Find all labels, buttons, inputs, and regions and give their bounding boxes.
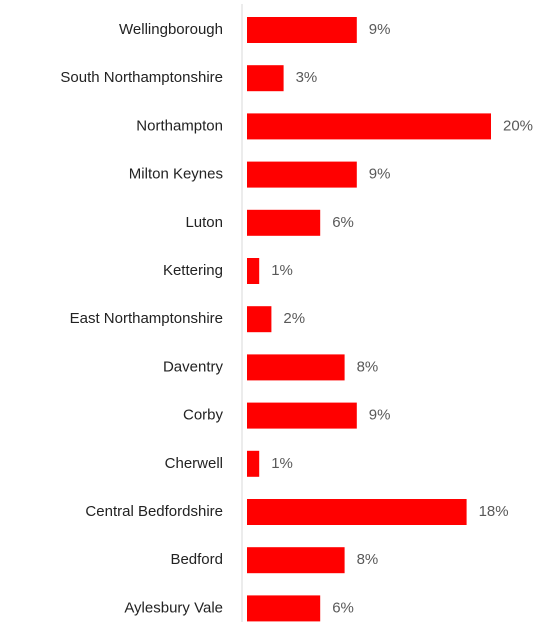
value-label: 2% bbox=[283, 310, 305, 327]
category-label: Bedford bbox=[170, 551, 223, 568]
category-label: Corby bbox=[183, 407, 224, 424]
category-label: Northampton bbox=[136, 117, 223, 134]
value-label: 1% bbox=[271, 262, 293, 279]
value-label: 6% bbox=[332, 599, 354, 616]
bar bbox=[247, 595, 321, 622]
bar bbox=[247, 306, 272, 333]
category-label: Kettering bbox=[163, 262, 223, 279]
bar bbox=[247, 17, 357, 43]
category-label: Cherwell bbox=[165, 455, 223, 472]
value-label: 8% bbox=[357, 551, 379, 568]
value-label: 9% bbox=[369, 407, 391, 424]
value-label: 18% bbox=[479, 503, 509, 520]
bar bbox=[247, 113, 491, 140]
category-label: Milton Keynes bbox=[129, 166, 223, 183]
category-label: Central Bedfordshire bbox=[85, 503, 223, 520]
value-label: 9% bbox=[369, 166, 391, 183]
bar bbox=[247, 209, 321, 236]
category-label: Wellingborough bbox=[119, 21, 223, 38]
value-label: 1% bbox=[271, 455, 293, 472]
value-label: 3% bbox=[296, 69, 318, 86]
value-label: 20% bbox=[503, 117, 533, 134]
bar bbox=[247, 499, 467, 525]
value-label: 6% bbox=[332, 214, 354, 231]
category-label: Daventry bbox=[163, 358, 224, 375]
bar bbox=[247, 354, 345, 381]
category-label: Aylesbury Vale bbox=[124, 599, 223, 616]
category-label: South Northamptonshire bbox=[60, 69, 223, 86]
bar bbox=[247, 258, 260, 284]
value-label: 8% bbox=[357, 358, 379, 375]
bar bbox=[247, 161, 357, 188]
bar bbox=[247, 402, 357, 429]
bar bbox=[247, 547, 345, 574]
value-label: 9% bbox=[369, 21, 391, 38]
category-label: Luton bbox=[185, 214, 223, 231]
bar bbox=[247, 450, 260, 477]
category-label: East Northamptonshire bbox=[70, 310, 223, 327]
bar bbox=[247, 65, 284, 92]
